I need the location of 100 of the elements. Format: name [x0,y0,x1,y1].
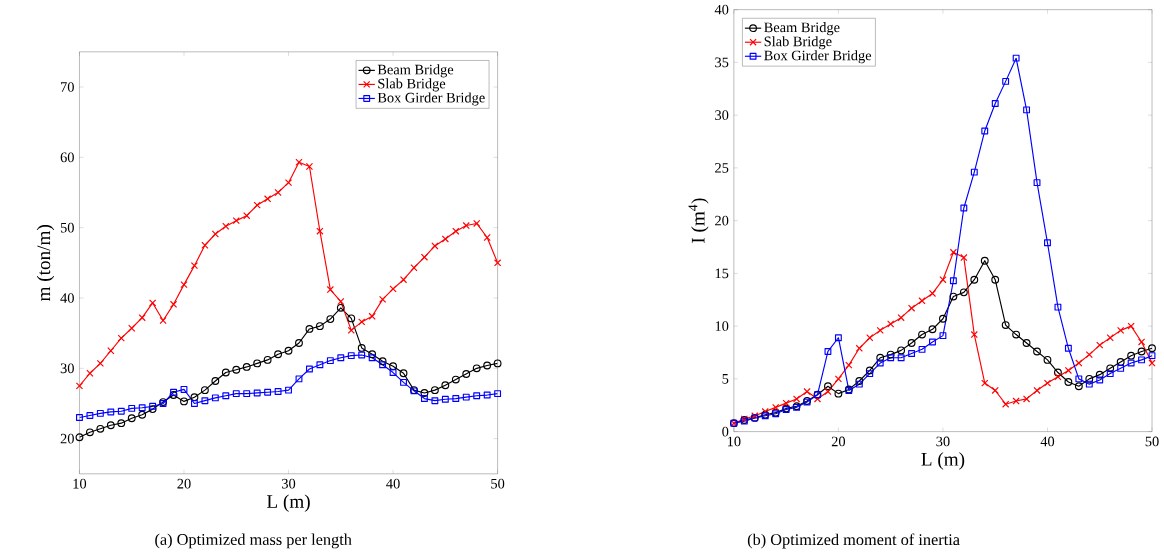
point [253,359,262,368]
point [222,392,230,400]
point [1127,351,1136,360]
point [180,397,188,406]
x-tick-label: 30 [282,478,296,489]
y-tick-label: 35 [715,57,729,68]
point [907,304,916,312]
point [378,295,387,303]
point [243,390,251,397]
x-tick-label: 20 [177,478,191,489]
point [1053,368,1062,377]
point [389,285,397,293]
point [907,338,916,347]
point [347,314,356,323]
y-axis-title: I (m$^{4}$) [688,198,709,243]
point [1116,357,1125,366]
point [85,428,94,437]
point [494,390,502,397]
x-axis-title: L (m) [266,494,310,512]
point [824,382,832,391]
point [483,233,491,242]
point [106,421,115,430]
point [483,391,491,399]
point [295,375,303,383]
point [211,394,219,402]
point [1117,364,1125,372]
point [96,409,104,417]
point [1033,179,1041,186]
y-tick-label: 60 [60,152,74,163]
point [211,230,219,238]
point [316,361,324,369]
point [221,368,230,377]
point [284,346,293,355]
point [149,299,157,307]
y-tick-label: 5 [722,373,729,384]
point [1002,400,1010,408]
point [991,99,999,107]
legend-label: Box Girder Bridge [764,50,872,64]
point [253,389,261,397]
point [180,385,188,393]
point [1085,380,1093,388]
point [928,289,937,297]
point [473,219,481,227]
point [441,395,449,403]
point [1012,330,1021,339]
point [430,386,439,394]
point [159,316,167,325]
point [1064,366,1073,374]
point [107,347,115,355]
point [76,413,83,421]
point [1106,364,1115,373]
point [243,211,251,220]
x-tick-label: 10 [73,478,87,489]
y-tick-label: 0 [722,426,729,437]
legend-label: Box Girder Bridge [377,92,485,106]
point [1001,321,1010,329]
point [201,397,209,405]
point [347,352,355,360]
point [970,330,978,339]
point [117,419,126,428]
point [190,393,199,401]
point [1106,333,1114,342]
point [918,345,926,353]
point [918,297,926,305]
point [336,303,345,312]
point [1044,239,1051,247]
point [803,387,811,396]
point [117,407,125,415]
x-tick-label: 40 [386,478,400,489]
y-tick-label: 40 [60,293,74,303]
point [483,361,492,370]
point [138,313,146,322]
point [886,350,895,359]
point [379,361,387,369]
point [1054,303,1062,311]
point [128,324,136,332]
point [1064,344,1072,352]
y-tick-label: 30 [60,363,74,374]
point [876,353,885,362]
point [960,253,968,262]
point [1127,359,1135,367]
point [1085,374,1094,383]
point [929,338,936,346]
point [358,351,366,359]
point [1012,397,1020,405]
point [897,346,906,355]
point [295,158,303,166]
point [939,275,947,284]
point [96,424,105,433]
point [285,386,292,394]
point [493,359,502,368]
point [981,379,989,387]
point [274,350,283,359]
y-tick-label: 20 [715,215,729,226]
point [368,350,377,359]
point [1095,370,1104,379]
point [211,376,220,385]
point [452,227,460,235]
point [462,393,470,401]
point [107,408,115,416]
